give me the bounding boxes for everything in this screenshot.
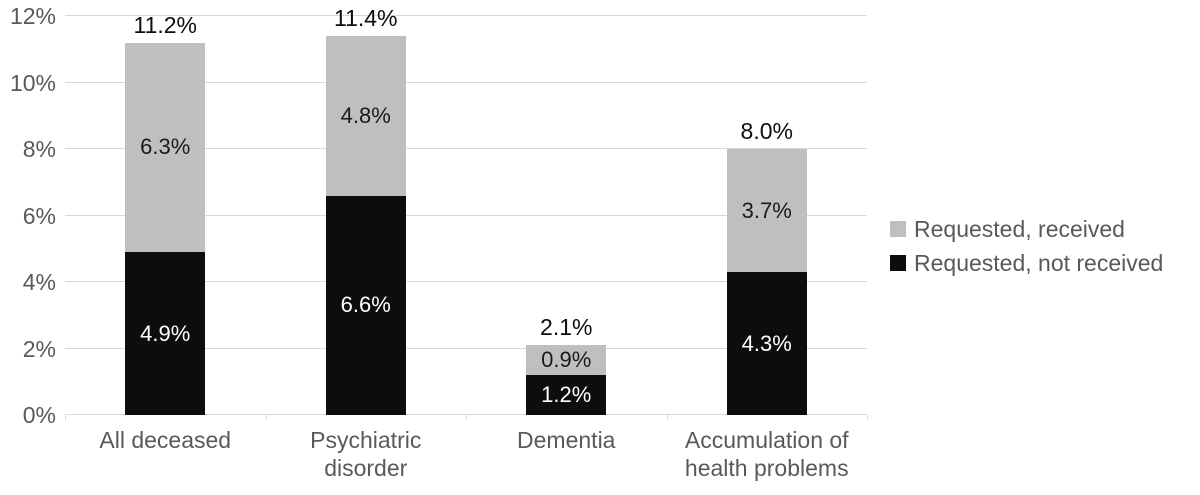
bar-total-label: 8.0%	[740, 118, 793, 144]
x-axis-category-label: Accumulation of health problems	[684, 427, 849, 481]
bar-segment	[125, 42, 206, 253]
gridline	[65, 148, 867, 149]
x-axis-tick	[265, 415, 267, 420]
x-axis-tick	[65, 415, 66, 420]
legend-item: Requested, received	[890, 215, 1163, 243]
bar-total-label: 11.4%	[333, 4, 398, 31]
gridline	[65, 414, 867, 415]
bar-segment	[726, 149, 807, 273]
bar-segment	[526, 345, 607, 376]
y-axis-tick-label: 2%	[22, 335, 56, 362]
bar-segment	[125, 252, 206, 415]
legend-item: Requested, not received	[890, 249, 1163, 277]
gridline	[65, 214, 867, 216]
bar-segment	[726, 272, 807, 415]
bar-segment-label: 1.2%	[541, 382, 592, 408]
legend: Requested, received Requested, not receiv…	[890, 215, 1163, 277]
bar-segment-label: 4.8%	[340, 102, 391, 128]
y-axis-tick-label: 4%	[22, 269, 56, 295]
bar-segment	[325, 35, 406, 196]
x-axis-category-label: All deceased	[99, 427, 232, 453]
y-axis-tick-label: 10%	[9, 69, 56, 96]
plot-area: 4.9% 6.3% 11.2% 6.6% 4.8% 11.4% 1.2% 0.9% 2.1% 4.…	[65, 5, 868, 420]
bar-segment-label: 4.3%	[741, 330, 792, 356]
y-axis-tick-label: 0%	[22, 402, 56, 428]
y-axis-tick-label: 8%	[22, 136, 56, 162]
legend-item-label: Requested, not received	[914, 250, 1164, 276]
gridline	[65, 347, 867, 349]
x-axis-tick	[466, 415, 467, 420]
bar-total-label: 2.1%	[540, 314, 593, 341]
bar-segment-label: 6.3%	[140, 134, 191, 160]
bar-segment-label: 4.9%	[140, 320, 191, 346]
gridline	[65, 15, 867, 16]
bar-segment	[325, 195, 406, 415]
gridline	[65, 81, 867, 83]
bar-segment-label: 6.6%	[340, 292, 391, 318]
legend-swatch	[890, 255, 906, 271]
bar-segment-label: 3.7%	[741, 197, 792, 223]
legend-item-label: Requested, received	[914, 216, 1125, 242]
bar-total-label: 11.2%	[133, 11, 197, 38]
x-axis-tick	[867, 415, 868, 420]
x-axis-category-label: Dementia	[517, 427, 616, 453]
bar-segment	[526, 375, 607, 415]
gridline	[65, 281, 867, 282]
y-axis-tick-label: 6%	[22, 202, 56, 229]
x-axis-category-label: Psychiatric disorder	[310, 427, 422, 481]
bar-segment-label: 0.9%	[541, 347, 592, 373]
x-axis-tick	[666, 415, 668, 420]
legend-swatch	[890, 221, 906, 237]
y-axis-tick-label: 12%	[9, 3, 56, 29]
